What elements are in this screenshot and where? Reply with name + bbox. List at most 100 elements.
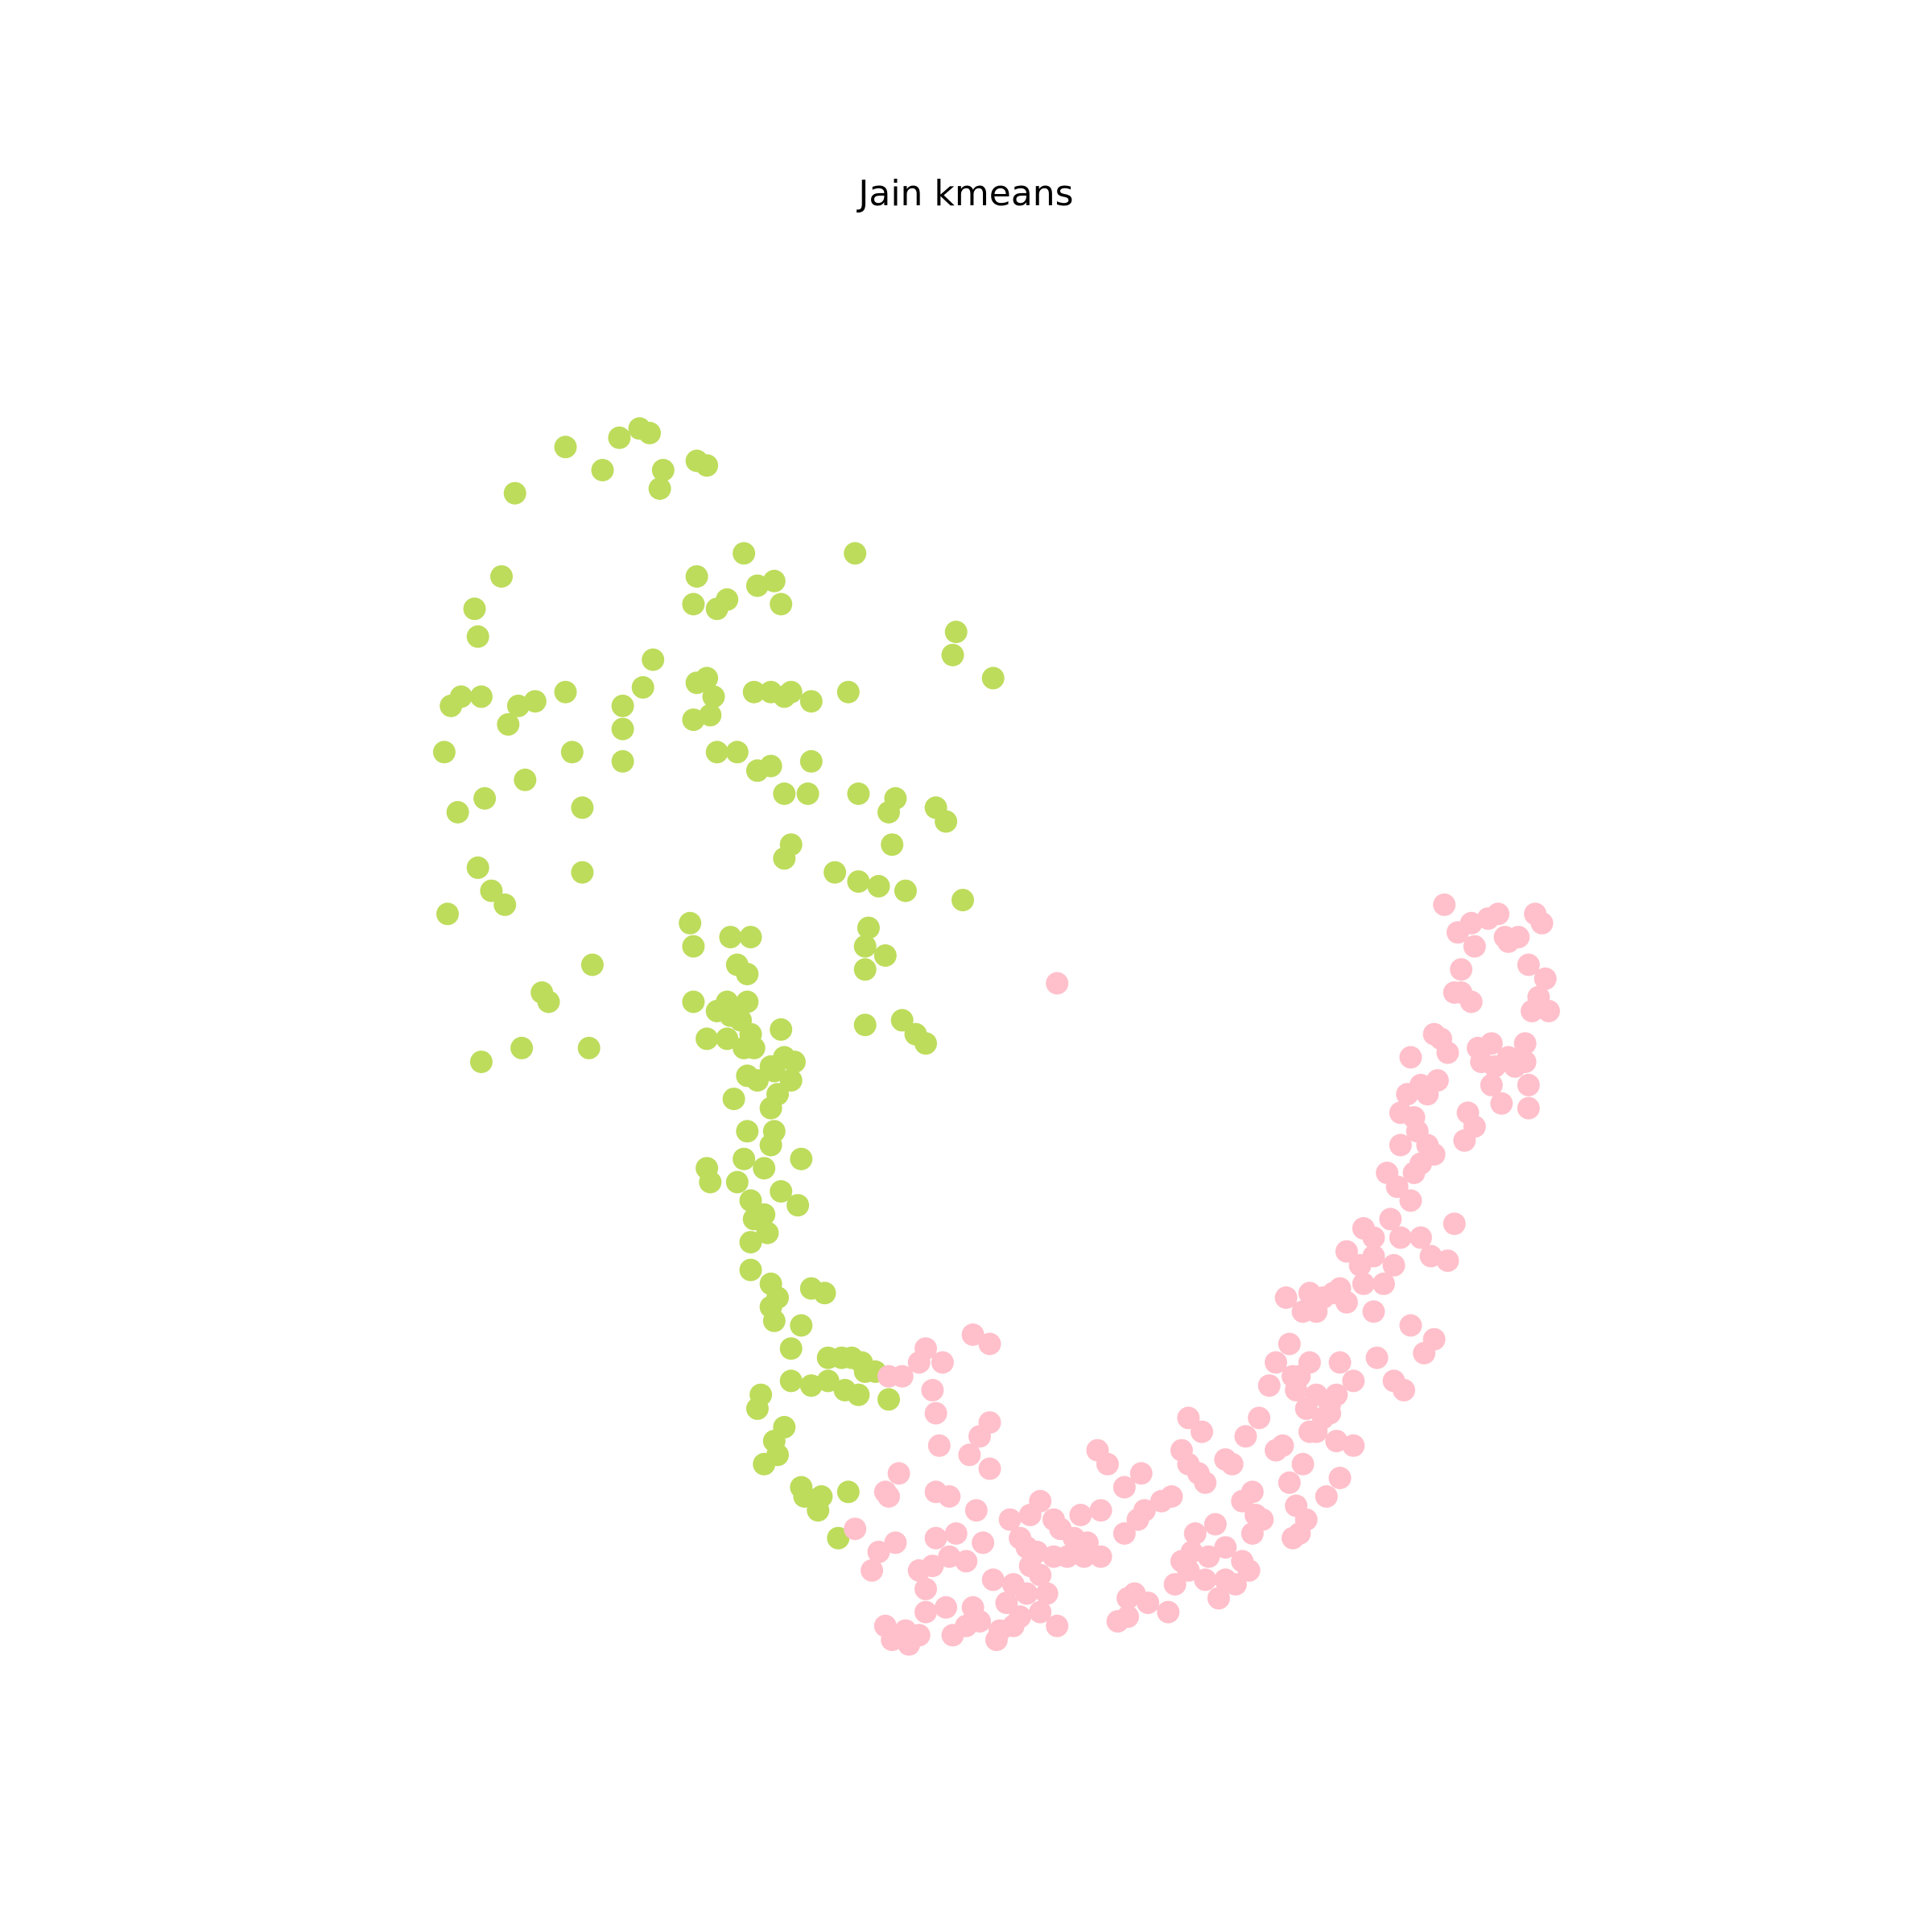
scatter-point [1393, 1378, 1415, 1402]
scatter-point [867, 874, 890, 898]
scatter-point [853, 935, 877, 958]
scatter-point [1490, 1092, 1513, 1115]
scatter-point [466, 625, 489, 648]
scatter-point [699, 1170, 722, 1194]
scatter-point [1534, 967, 1557, 990]
scatter-point [702, 685, 725, 708]
scatter-point [914, 1577, 937, 1600]
scatter-point [739, 1231, 762, 1254]
scatter-point [981, 1568, 1005, 1591]
scatter-point [436, 902, 459, 926]
scatter-point [1537, 1000, 1560, 1022]
scatter-point [981, 667, 1005, 690]
scatter-point [1291, 1452, 1315, 1476]
scatter-point [1194, 1471, 1217, 1494]
scatter-point [1163, 1573, 1187, 1596]
scatter-point [1009, 1526, 1032, 1550]
scatter-point [1018, 1554, 1042, 1578]
scatter-point [1278, 1471, 1301, 1494]
scatter-point [1450, 958, 1473, 981]
scatter-point [631, 675, 654, 699]
scatter-point [1396, 1083, 1419, 1106]
scatter-point [867, 1540, 890, 1563]
scatter-point [1046, 1614, 1069, 1637]
scatter-point [853, 958, 877, 981]
scatter-point [786, 1194, 810, 1217]
scatter-point [1214, 1448, 1237, 1472]
scatter-point [964, 1499, 988, 1522]
scatter-point [1274, 1286, 1298, 1309]
scatter-point [1291, 1300, 1315, 1323]
scatter-point [921, 1554, 944, 1578]
scatter-point [722, 1088, 745, 1111]
scatter-point [759, 754, 782, 778]
scatter-point [716, 1027, 739, 1051]
scatter-point [1480, 1032, 1503, 1055]
scatter-point [1319, 1402, 1341, 1425]
scatter-point [611, 717, 634, 741]
scatter-point [638, 422, 661, 444]
scatter-point [961, 1596, 985, 1619]
scatter-point [972, 1531, 995, 1554]
scatter-point [978, 1457, 1001, 1480]
scatter-point [736, 990, 759, 1013]
scatter-point [779, 1069, 803, 1092]
scatter-point [978, 1332, 1001, 1356]
scatter-point [1248, 1406, 1271, 1430]
scatter-point [1513, 1051, 1537, 1074]
scatter-point [608, 426, 631, 449]
scatter-point [1409, 1152, 1432, 1175]
scatter-point [1328, 1467, 1352, 1489]
scatter-point [890, 1009, 914, 1032]
scatter-point [1433, 893, 1456, 916]
scatter-point [1513, 1032, 1537, 1055]
scatter-point [523, 690, 547, 713]
scatter-point [1365, 1346, 1389, 1369]
scatter-point [1352, 1272, 1375, 1295]
scatter-point [554, 680, 577, 704]
scatter-point [1298, 1420, 1321, 1443]
scatter-point [1409, 1226, 1432, 1249]
scatter-point [1517, 1073, 1540, 1096]
scatter-point [1203, 1513, 1227, 1536]
scatter-point [914, 1600, 937, 1624]
scatter-point [554, 436, 577, 459]
scatter-point [1237, 1558, 1261, 1582]
scatter-point [1480, 1073, 1503, 1096]
scatter-point [753, 1452, 776, 1476]
scatter-point [446, 801, 469, 824]
scatter-point [1234, 1425, 1257, 1448]
scatter-point [463, 597, 486, 621]
scatter-point [490, 565, 513, 588]
scatter-point [861, 1558, 884, 1582]
scatter-point [699, 704, 722, 727]
scatter-point [733, 542, 756, 565]
scatter-point [759, 1133, 782, 1157]
scatter-point [1348, 1253, 1372, 1277]
scatter-point [1288, 1522, 1311, 1545]
scatter-point [1029, 1489, 1052, 1513]
scatter-point [779, 1369, 803, 1393]
series-cluster-1 [432, 417, 1005, 1550]
scatter-point [931, 1351, 954, 1374]
scatter-point [1443, 1212, 1466, 1236]
scatter-point [836, 680, 860, 704]
scatter-point [1385, 1175, 1409, 1199]
scatter-point [682, 592, 705, 616]
scatter-point [719, 926, 742, 949]
scatter-point [914, 1032, 937, 1055]
scatter-point [1335, 1240, 1358, 1263]
scatter-point [873, 944, 897, 967]
scatter-point [1029, 1600, 1052, 1624]
scatter-point [696, 1027, 719, 1051]
scatter-point [952, 889, 974, 912]
scatter-point [560, 741, 584, 764]
scatter-point [503, 481, 526, 505]
scatter-point [571, 796, 594, 819]
scatter-point [1245, 1504, 1267, 1526]
scatter-point [793, 1485, 816, 1508]
scatter-point [1352, 1216, 1375, 1240]
scatter-point [877, 801, 900, 824]
scatter-point [877, 1364, 900, 1388]
scatter-point [1389, 1133, 1412, 1157]
